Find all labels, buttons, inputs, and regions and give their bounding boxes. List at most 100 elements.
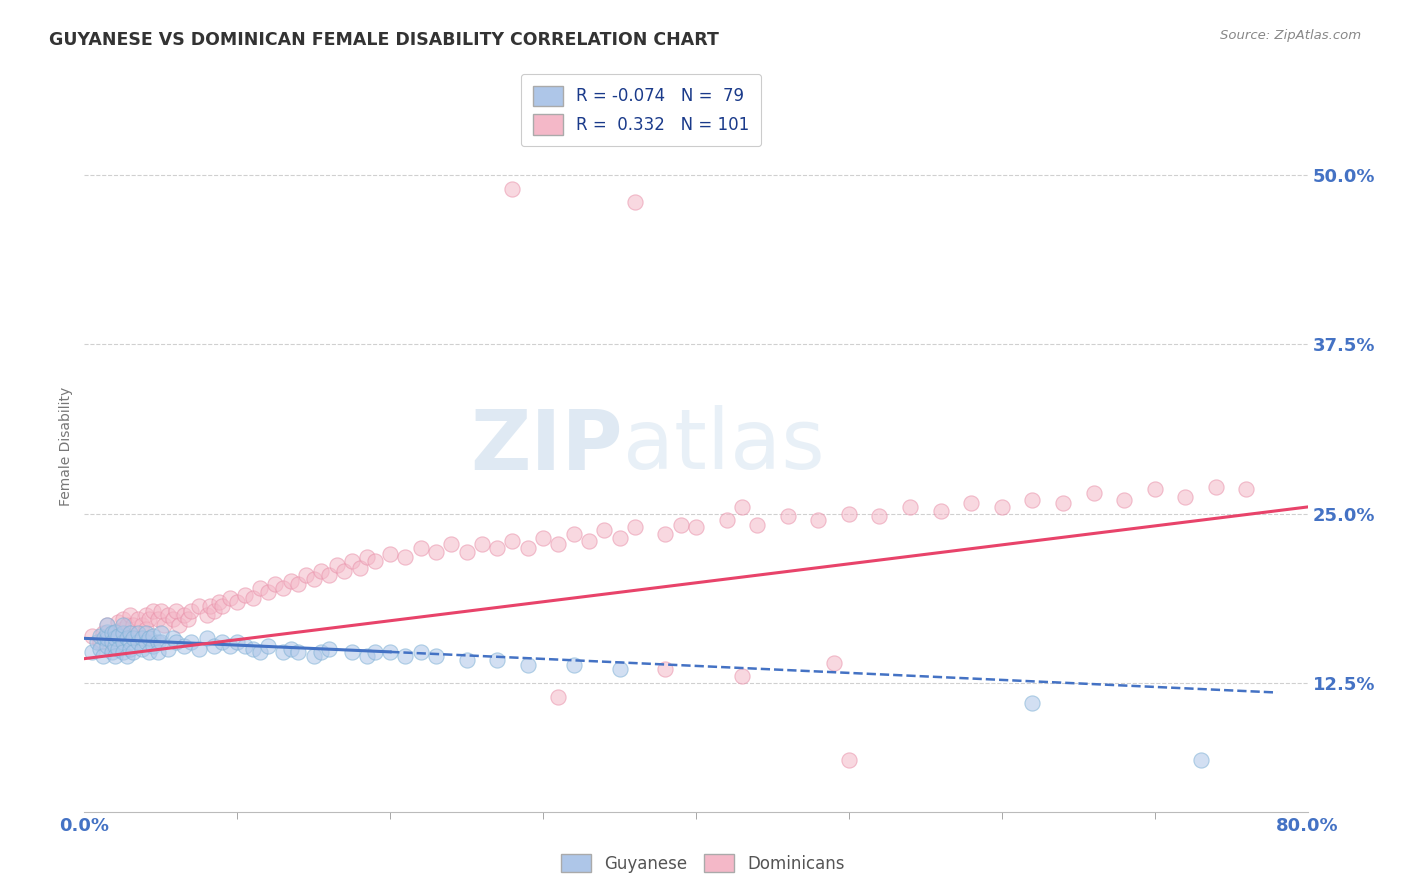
Point xyxy=(271,645,294,659)
Point xyxy=(104,640,127,654)
Point xyxy=(302,572,325,586)
Point xyxy=(318,567,340,582)
Point xyxy=(127,612,149,626)
Point xyxy=(869,509,891,524)
Point xyxy=(249,581,271,595)
Point xyxy=(115,632,138,646)
Point xyxy=(138,645,160,659)
Point xyxy=(162,632,184,646)
Point xyxy=(138,632,160,646)
Point xyxy=(80,645,103,659)
Point xyxy=(295,567,318,582)
Point xyxy=(1189,753,1212,767)
Point xyxy=(135,626,157,640)
Point xyxy=(111,622,134,636)
Point xyxy=(340,554,363,568)
Point xyxy=(167,617,190,632)
Point xyxy=(929,504,952,518)
Point xyxy=(202,640,225,654)
Point xyxy=(333,564,356,578)
Point xyxy=(425,648,447,663)
Point xyxy=(91,648,114,663)
Point xyxy=(211,599,233,613)
Point xyxy=(325,558,347,573)
Point xyxy=(135,622,157,636)
Point xyxy=(149,604,172,618)
Point xyxy=(807,514,830,528)
Text: GUYANESE VS DOMINICAN FEMALE DISABILITY CORRELATION CHART: GUYANESE VS DOMINICAN FEMALE DISABILITY … xyxy=(49,31,718,49)
Point xyxy=(456,653,478,667)
Point xyxy=(96,640,118,654)
Point xyxy=(257,585,280,599)
Point xyxy=(380,645,402,659)
Point xyxy=(135,608,157,623)
Point xyxy=(838,507,860,521)
Point xyxy=(502,181,524,195)
Point xyxy=(531,531,554,545)
Point xyxy=(1143,483,1166,497)
Point xyxy=(188,599,211,613)
Point xyxy=(211,635,233,649)
Point xyxy=(233,640,256,654)
Point xyxy=(547,690,569,704)
Point xyxy=(609,531,631,545)
Point xyxy=(111,617,134,632)
Point xyxy=(104,632,127,646)
Point xyxy=(271,581,294,595)
Point xyxy=(685,520,707,534)
Point xyxy=(991,500,1014,514)
Point xyxy=(609,663,631,677)
Point xyxy=(242,642,264,657)
Point xyxy=(142,604,165,618)
Point xyxy=(107,629,129,643)
Point xyxy=(731,500,754,514)
Point xyxy=(624,520,647,534)
Point xyxy=(173,608,195,623)
Point xyxy=(562,658,585,673)
Point xyxy=(364,554,387,568)
Point xyxy=(716,514,738,528)
Point xyxy=(195,608,218,623)
Point xyxy=(198,599,221,613)
Point xyxy=(960,496,983,510)
Point xyxy=(180,635,202,649)
Point xyxy=(654,527,676,541)
Point xyxy=(1114,493,1136,508)
Point xyxy=(486,653,509,667)
Point xyxy=(425,544,447,558)
Point xyxy=(115,648,138,663)
Point xyxy=(122,617,145,632)
Point xyxy=(249,645,271,659)
Point xyxy=(146,645,169,659)
Point xyxy=(456,544,478,558)
Y-axis label: Female Disability: Female Disability xyxy=(59,386,73,506)
Point xyxy=(356,550,378,565)
Point xyxy=(624,195,647,210)
Point xyxy=(380,547,402,561)
Point xyxy=(242,591,264,605)
Point xyxy=(1236,483,1258,497)
Point xyxy=(96,624,118,639)
Point xyxy=(93,632,115,646)
Point xyxy=(394,550,416,565)
Point xyxy=(218,640,240,654)
Point xyxy=(104,624,127,639)
Point xyxy=(188,642,211,657)
Point xyxy=(208,595,231,609)
Point xyxy=(89,629,111,643)
Legend: R = -0.074   N =  79, R =  0.332   N = 101: R = -0.074 N = 79, R = 0.332 N = 101 xyxy=(522,74,761,146)
Point xyxy=(195,632,218,646)
Point xyxy=(104,648,127,663)
Point xyxy=(440,536,463,550)
Point xyxy=(177,612,200,626)
Point xyxy=(1205,480,1227,494)
Point xyxy=(364,645,387,659)
Point xyxy=(131,632,153,646)
Point xyxy=(180,604,202,618)
Point xyxy=(516,658,538,673)
Point xyxy=(593,523,616,537)
Point xyxy=(409,541,432,555)
Point xyxy=(340,645,363,659)
Point xyxy=(578,533,600,548)
Point xyxy=(280,574,302,589)
